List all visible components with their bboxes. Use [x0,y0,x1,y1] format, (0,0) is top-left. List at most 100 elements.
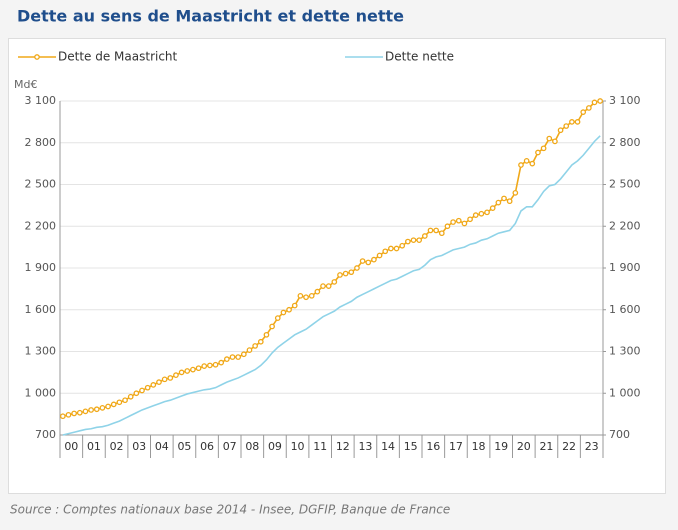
data-point [173,372,179,379]
data-point [105,403,111,410]
data-point [291,302,298,309]
x-tick-label: 06 [200,440,214,453]
data-point [421,233,428,239]
data-point [269,323,275,330]
data-point [144,384,151,391]
data-point [376,252,383,259]
x-tick-label: 23 [585,440,599,453]
y2-tick-label: 2 200 [609,219,641,232]
x-tick-label: 15 [404,440,418,453]
data-point [427,227,434,234]
data-point [405,238,411,245]
x-tick-label: 03 [132,440,146,453]
data-point [586,105,592,111]
y-axis-label: Md€ [14,78,37,91]
data-point [286,306,292,313]
data-point [354,265,360,271]
data-point [540,145,547,152]
y2-tick-label: 2 500 [609,178,641,191]
data-point [461,220,468,227]
data-point [467,216,473,223]
data-point [314,288,321,295]
data-point [563,123,570,129]
data-point [274,315,281,321]
y-tick-label: 2 800 [25,136,57,149]
y-tick-label: 1 000 [25,386,57,399]
y-tick-label: 1 600 [25,303,57,316]
data-point [116,399,123,406]
data-point [495,199,502,206]
data-point [257,338,264,345]
data-point [88,407,94,413]
data-point [438,230,445,237]
data-point [371,256,377,263]
data-point [348,269,355,276]
data-point [167,375,174,381]
x-tick-label: 08 [245,440,259,453]
data-point [71,410,77,417]
data-point [110,401,117,408]
x-tick-label: 00 [64,440,78,453]
data-point [337,272,343,278]
data-point [212,361,219,368]
data-point [59,413,66,420]
data-point [580,109,587,115]
data-point [325,283,332,289]
x-tick-label: 01 [87,440,101,453]
data-point [455,217,462,224]
x-tick-label: 11 [313,440,327,453]
x-tick-label: 10 [291,440,305,453]
data-point [535,149,541,156]
data-point [263,331,270,338]
data-point [224,356,230,363]
data-point [320,283,326,289]
y2-tick-label: 3 100 [609,94,641,107]
data-point [523,157,530,164]
data-point [597,98,604,104]
data-point [450,219,456,225]
x-tick-label: 19 [494,440,508,453]
data-point [574,119,581,125]
legend-marker [34,54,40,60]
data-point [342,270,349,277]
data-point [591,99,598,106]
data-point [99,405,106,411]
y-tick-label: 3 100 [25,94,57,107]
data-point [161,376,168,383]
data-point [184,368,191,374]
data-point [569,119,575,125]
data-point [472,212,479,218]
data-point [76,409,83,416]
data-point [178,369,185,376]
data-point [529,160,536,167]
x-tick-label: 04 [155,440,169,453]
data-point [280,309,287,316]
x-tick-label: 18 [472,440,486,453]
y2-tick-label: 1 900 [609,261,641,274]
data-point [388,245,394,252]
y2-tick-label: 1 300 [609,345,641,358]
legend-label: Dette nette [385,50,454,64]
y-tick-label: 2 200 [25,219,57,232]
x-tick-label: 09 [268,440,282,453]
y-tick-label: 1 300 [25,345,57,358]
data-point [139,387,145,394]
data-point [229,354,236,360]
x-tick-label: 12 [336,440,350,453]
data-point [195,365,202,372]
y2-tick-label: 2 800 [609,136,641,149]
data-point [127,393,134,400]
data-point [489,205,496,212]
data-point [82,408,89,415]
data-point [218,359,225,366]
data-point [416,237,423,244]
data-point [235,354,242,360]
y2-tick-label: 700 [609,428,630,441]
data-point [297,292,304,299]
data-point [433,227,439,234]
y-tick-label: 2 500 [25,178,57,191]
data-point [382,248,389,255]
x-tick-label: 16 [426,440,440,453]
